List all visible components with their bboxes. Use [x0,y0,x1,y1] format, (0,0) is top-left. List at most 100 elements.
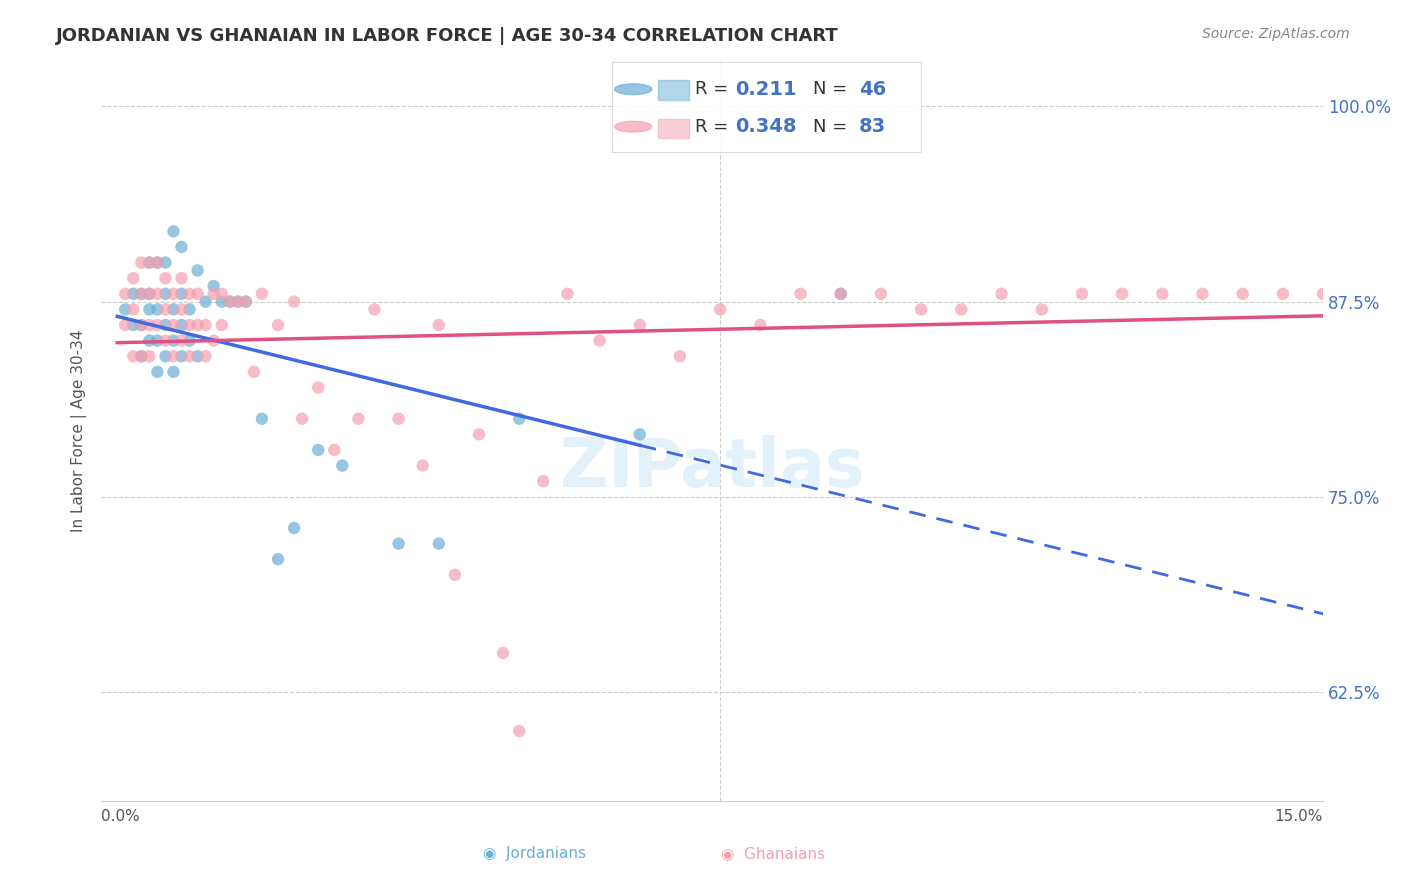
Point [155,286,177,301]
Point [1353,286,1375,301]
Point [162,224,184,238]
Point [1191,286,1213,301]
Point [250,286,273,301]
Y-axis label: In Labor Force | Age 30-34: In Labor Force | Age 30-34 [72,329,87,532]
Point [131,286,153,301]
Point [211,318,233,332]
Point [170,318,193,332]
Point [235,294,257,309]
Point [155,349,177,363]
Text: N =: N = [813,80,846,98]
Point [146,302,169,317]
Point [202,279,225,293]
Point [1271,286,1294,301]
Text: ZIPatlas: ZIPatlas [560,434,865,500]
Point [235,294,257,309]
Point [749,318,772,332]
Point [950,302,973,317]
Point [1031,302,1053,317]
Point [870,286,893,301]
Point [910,302,932,317]
Point [709,302,731,317]
Point [170,349,193,363]
Point [155,302,177,317]
Text: 15.0%: 15.0% [1275,809,1323,824]
Point [291,411,314,425]
Point [179,349,201,363]
Point [170,302,193,317]
Point [628,427,651,442]
Point [283,294,305,309]
Point [114,286,136,301]
Point [162,286,184,301]
Point [138,255,160,269]
Point [531,474,554,488]
Point [211,286,233,301]
Point [162,365,184,379]
Point [162,318,184,332]
Point [187,263,209,277]
Point [492,646,515,660]
Point [427,536,450,550]
Point [146,286,169,301]
Text: ◉  Ghanaians: ◉ Ghanaians [721,846,825,861]
Point [363,302,385,317]
Point [990,286,1012,301]
Point [162,334,184,348]
Point [155,255,177,269]
Bar [658,80,689,100]
Point [283,521,305,535]
Point [138,255,160,269]
Point [170,271,193,285]
Text: Source: ZipAtlas.com: Source: ZipAtlas.com [1202,27,1350,41]
Point [170,286,193,301]
Text: 83: 83 [859,117,886,136]
Point [146,318,169,332]
Point [669,349,692,363]
Point [307,380,329,394]
Text: 0.211: 0.211 [735,79,797,99]
Point [179,286,201,301]
Point [131,255,153,269]
Circle shape [614,121,652,132]
Point [138,349,160,363]
Point [114,302,136,317]
Point [170,334,193,348]
Text: ◉  Jordanians: ◉ Jordanians [482,846,586,861]
Point [267,552,290,566]
Point [155,318,177,332]
Point [194,318,217,332]
Text: 46: 46 [859,79,886,99]
Point [131,318,153,332]
Point [131,349,153,363]
Point [412,458,434,473]
Point [131,286,153,301]
Point [179,318,201,332]
Point [1152,286,1174,301]
Point [588,334,610,348]
Text: JORDANIAN VS GHANAIAN IN LABOR FORCE | AGE 30-34 CORRELATION CHART: JORDANIAN VS GHANAIAN IN LABOR FORCE | A… [56,27,839,45]
Point [187,349,209,363]
Point [122,349,145,363]
Point [226,294,249,309]
Point [468,427,491,442]
Point [226,294,249,309]
Point [138,286,160,301]
Point [122,318,145,332]
Point [138,334,160,348]
Point [330,458,353,473]
Point [162,349,184,363]
Circle shape [614,84,652,95]
Point [1312,286,1334,301]
Point [830,286,852,301]
Text: R =: R = [695,80,734,98]
Bar [658,119,689,138]
Point [218,294,240,309]
Point [508,411,530,425]
Point [307,442,329,457]
Point [1071,286,1094,301]
Point [444,567,467,582]
Point [162,302,184,317]
Point [347,411,370,425]
Point [138,302,160,317]
